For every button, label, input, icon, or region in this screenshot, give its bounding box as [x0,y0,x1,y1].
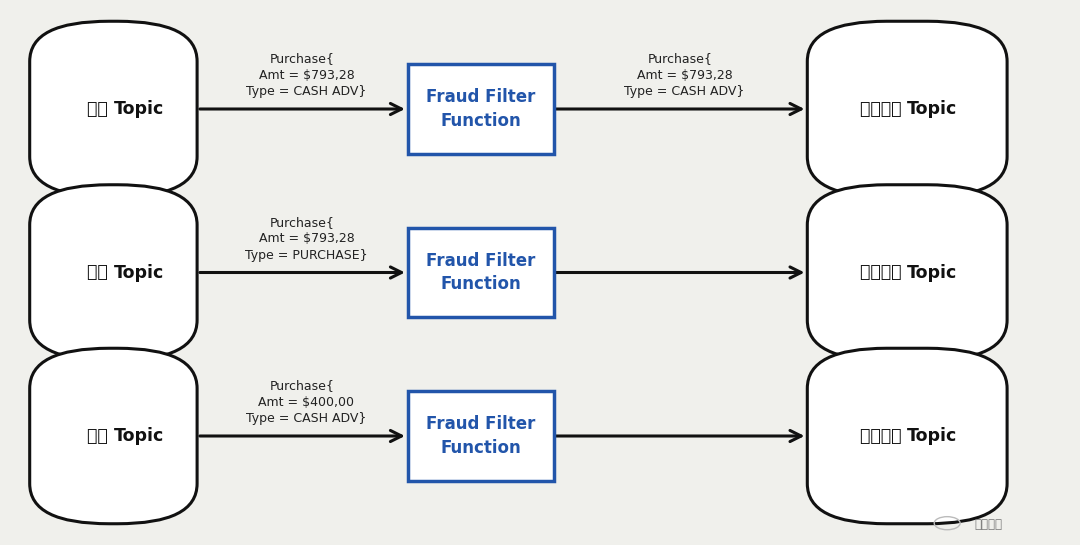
Text: 潜在欺诈 Topic: 潜在欺诈 Topic [862,100,953,118]
FancyBboxPatch shape [807,185,1007,360]
Text: Purchase{
  Amt = $793,28
  Type = PURCHASE}: Purchase{ Amt = $793,28 Type = PURCHASE} [238,216,367,262]
Text: Topic: Topic [907,427,958,445]
Text: Topic: Topic [113,263,164,282]
Text: Purchase{
  Amt = $400,00
  Type = CASH ADV}: Purchase{ Amt = $400,00 Type = CASH ADV} [239,379,366,425]
FancyBboxPatch shape [408,64,554,154]
Text: 潜在欺诈 Topic: 潜在欺诈 Topic [862,263,953,282]
Text: 支付 Topic: 支付 Topic [78,100,149,118]
Text: Topic: Topic [907,100,958,118]
Text: 潜在欺诈: 潜在欺诈 [860,263,907,282]
Text: 潜在欺诈: 潜在欺诈 [860,100,907,118]
Text: 支付: 支付 [87,100,113,118]
Text: Purchase{
  Amt = $793,28
  Type = CASH ADV}: Purchase{ Amt = $793,28 Type = CASH ADV} [239,52,366,98]
Text: 支付: 支付 [87,427,113,445]
FancyBboxPatch shape [29,185,197,360]
FancyBboxPatch shape [408,227,554,317]
Text: 支付 Topic: 支付 Topic [78,427,149,445]
Text: 支付: 支付 [87,263,113,282]
Text: Fraud Filter
Function: Fraud Filter Function [426,88,536,130]
Text: Topic: Topic [113,427,164,445]
FancyBboxPatch shape [29,348,197,524]
Text: Purchase{
  Amt = $793,28
  Type = CASH ADV}: Purchase{ Amt = $793,28 Type = CASH ADV} [617,52,744,98]
Text: Topic: Topic [113,100,164,118]
Text: 创新互联: 创新互联 [974,518,1002,531]
Text: 支付 Topic: 支付 Topic [78,263,149,282]
FancyBboxPatch shape [408,391,554,481]
Text: 潜在欺诈: 潜在欺诈 [860,427,907,445]
Text: Fraud Filter
Function: Fraud Filter Function [426,415,536,457]
Text: 潜在欺诈 Topic: 潜在欺诈 Topic [862,427,953,445]
Text: Fraud Filter
Function: Fraud Filter Function [426,252,536,293]
FancyBboxPatch shape [807,348,1007,524]
Text: Topic: Topic [907,263,958,282]
FancyBboxPatch shape [807,21,1007,197]
FancyBboxPatch shape [29,21,197,197]
